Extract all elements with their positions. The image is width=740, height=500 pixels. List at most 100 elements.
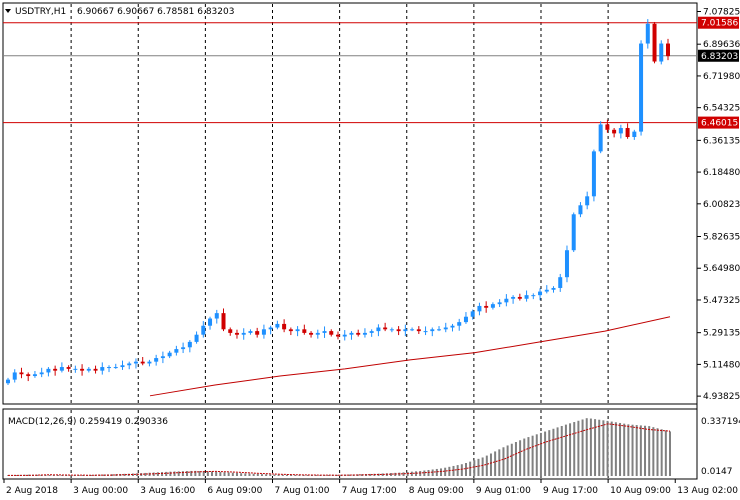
price-tick-label: 5.29135: [703, 329, 740, 339]
price-tick-label: 7.07825: [703, 8, 740, 18]
macd-bar: [619, 422, 622, 476]
price-tick-label: 5.82635: [703, 233, 740, 243]
candle-body: [80, 368, 85, 371]
macd-bar: [502, 447, 505, 476]
price-tick-label: 6.54325: [703, 104, 740, 114]
macd-bar: [244, 473, 247, 476]
macd-bar: [460, 464, 463, 476]
candle-body: [342, 334, 347, 337]
candle-body: [410, 329, 415, 331]
time-tick-label: 7 Aug 17:00: [342, 486, 397, 496]
macd-bar: [48, 474, 51, 476]
candle-body: [396, 329, 401, 332]
price-levels[interactable]: 7.01586 6.83203 6.46015: [3, 16, 739, 129]
candle-body: [194, 334, 199, 342]
symbol-dropdown-icon[interactable]: [5, 9, 11, 13]
candle-body: [201, 325, 206, 335]
macd-bar: [61, 475, 64, 476]
macd-bar: [256, 473, 259, 476]
macd-bar: [285, 474, 288, 476]
macd-bar: [348, 474, 351, 476]
macd-bar: [235, 472, 238, 476]
candle-body: [591, 151, 596, 197]
price-axis: 7.07825 6.89636 6.71980 6.54325 6.36135 6.184…: [697, 8, 740, 402]
candle-body: [315, 332, 320, 335]
macd-bar: [498, 449, 501, 476]
time-tick-label: 8 Aug 09:00: [409, 486, 464, 496]
candle-body: [302, 329, 307, 333]
macd-bar: [531, 435, 534, 476]
candle-body: [423, 331, 428, 333]
price-tick-label: 6.71980: [703, 72, 740, 82]
time-tick-label: 10 Aug 09:00: [610, 486, 671, 496]
macd-bar: [639, 425, 642, 476]
moving-average: [149, 316, 671, 397]
candle-body: [39, 372, 44, 375]
candle-body: [544, 289, 549, 292]
macd-bar: [15, 475, 18, 476]
candle-body: [564, 250, 569, 278]
macd-bar: [269, 474, 272, 476]
macd-signal-line: [8, 423, 671, 476]
time-tick-label: 9 Aug 17:00: [543, 486, 598, 496]
candle-body: [551, 287, 556, 290]
candle-body: [93, 368, 98, 371]
macd-bar: [623, 423, 626, 476]
time-axis: 2 Aug 2018 3 Aug 00:00 3 Aug 16:00 6 Aug 09…: [3, 479, 738, 496]
macd-bar: [169, 471, 172, 476]
macd-bar: [186, 471, 189, 476]
macd-bar: [36, 474, 39, 476]
macd-bar: [177, 471, 180, 476]
candle-body: [463, 316, 468, 323]
time-tick-label: 3 Aug 00:00: [73, 486, 128, 496]
macd-bar: [381, 473, 384, 476]
candle-body: [66, 367, 71, 369]
candle-body: [618, 128, 623, 134]
macd-bar: [402, 472, 405, 476]
macd-bar: [211, 471, 214, 476]
macd-bar: [564, 424, 567, 476]
candle-body: [221, 313, 226, 330]
price-tick-label: 5.47325: [703, 296, 740, 306]
main-panel-frame: [2, 2, 698, 405]
macd-bar: [464, 463, 467, 476]
candle-body: [443, 327, 448, 330]
macd-bar: [585, 418, 588, 476]
candle-body: [234, 332, 239, 335]
macd-bar: [448, 466, 451, 476]
candle-body: [504, 298, 509, 303]
time-tick-label: 3 Aug 16:00: [140, 486, 195, 496]
candle-body: [383, 327, 388, 330]
candle-body: [632, 131, 637, 137]
macd-bar: [544, 431, 547, 476]
candle-body: [154, 358, 159, 362]
price-tick-label: 6.00823: [703, 200, 740, 210]
candle-body: [255, 331, 260, 335]
macd-bar: [90, 474, 93, 476]
macd-bar: [223, 472, 226, 476]
macd-bar: [489, 453, 492, 476]
candle-body: [32, 374, 37, 377]
symbol-label: USDTRY,H1: [15, 7, 66, 17]
macd-bar: [190, 470, 193, 476]
price-tick-label: 6.36135: [703, 136, 740, 146]
macd-bar: [610, 421, 613, 476]
candle-body: [86, 368, 91, 371]
macd-bar: [614, 422, 617, 476]
macd-bar: [535, 434, 538, 476]
candle-body: [659, 43, 664, 62]
macd-bar: [569, 423, 572, 476]
candle-body: [167, 352, 172, 357]
macd-bar: [252, 473, 255, 476]
candle-body: [140, 361, 145, 364]
macd-bar: [635, 425, 638, 476]
candle-body: [369, 331, 374, 333]
macd-bar: [181, 471, 184, 476]
macd-bar: [552, 428, 555, 476]
macd-bar: [473, 460, 476, 476]
candle-body: [322, 331, 327, 333]
macd-bar: [627, 424, 630, 476]
macd-bar: [669, 431, 671, 476]
candle-body: [578, 205, 583, 215]
